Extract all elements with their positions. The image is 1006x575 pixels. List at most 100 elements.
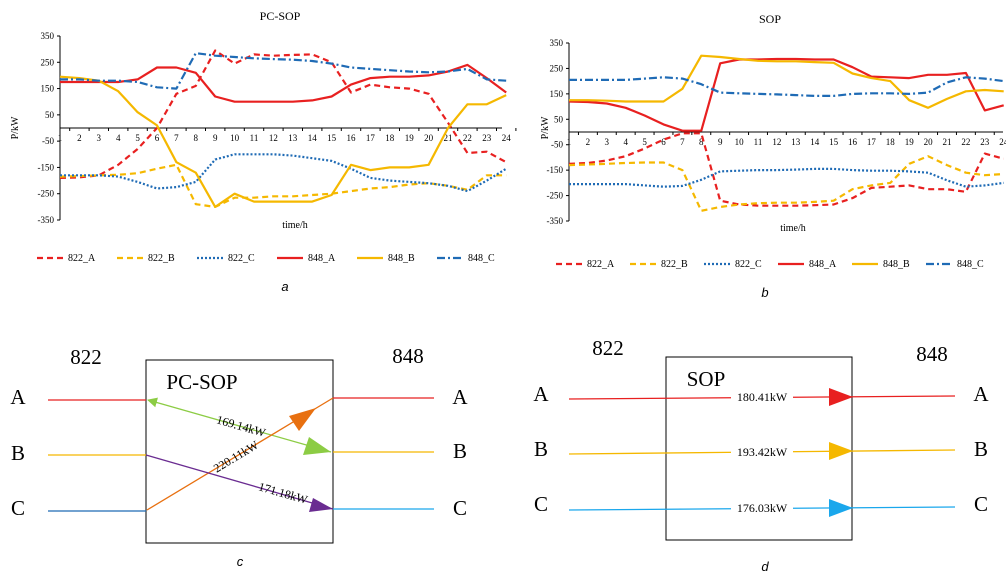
x-tick-label: 7: [680, 137, 685, 147]
chart-a-legend: 822_A 822_B 822_C 848_A 848_B 848_C: [37, 253, 495, 264]
y-tick-label: 50: [554, 114, 564, 124]
legend-label-848_C: 848_C: [468, 253, 495, 264]
x-tick-label: 16: [848, 137, 858, 147]
diagram-d-label-822: 822: [592, 336, 624, 360]
x-tick-label: 22: [463, 133, 472, 143]
x-tick-label: 3: [97, 133, 102, 143]
diagram-c-phase-b-left: B: [11, 441, 25, 465]
y-tick-label: 150: [550, 89, 564, 99]
sop-box: [665, 356, 853, 541]
x-tick-label: 19: [905, 137, 915, 147]
legend-label-848_A: 848_A: [809, 259, 837, 270]
series-line-822_C: [569, 167, 1004, 188]
x-tick-label: 2: [77, 133, 82, 143]
x-tick-label: 7: [174, 133, 179, 143]
diagram-pc-sop: 822 848 PC-SOP A B C A B C 169.14kW 220.…: [10, 344, 468, 569]
chart-a-title: PC-SOP: [260, 9, 301, 23]
x-tick-label: 17: [867, 137, 877, 147]
flow-label-220: 220.11kW: [211, 437, 262, 475]
x-tick-label: 22: [961, 137, 970, 147]
d-arrowhead-b: [829, 442, 853, 460]
y-tick-label: 350: [41, 31, 55, 41]
y-tick-label: -50: [551, 140, 563, 150]
legend-label-848_A: 848_A: [308, 253, 336, 264]
chart-b-title: SOP: [759, 12, 781, 26]
diagram-c-phase-a-right: A: [452, 385, 468, 409]
y-tick-label: -150: [547, 165, 564, 175]
diagram-d-label-848: 848: [916, 342, 948, 366]
x-tick-label: 13: [791, 137, 801, 147]
x-tick-label: 6: [155, 133, 160, 143]
x-tick-label: 21: [444, 133, 453, 143]
x-tick-label: 20: [924, 137, 934, 147]
flow-label-193: 193.42kW: [737, 445, 788, 459]
y-tick-label: -350: [38, 215, 55, 225]
flow-label-176: 176.03kW: [737, 501, 788, 515]
diagram-sop: 822 848 SOP A B C A B C 180.41kW 193.42k…: [533, 336, 989, 574]
diagram-d-phase-b-left: B: [534, 437, 548, 461]
x-tick-label: 19: [405, 133, 415, 143]
legend-label-822_C: 822_C: [228, 253, 255, 264]
legend-label-822_B: 822_B: [661, 259, 688, 270]
series-line-822_A: [568, 132, 1004, 207]
x-tick-label: 24: [502, 133, 512, 143]
y-tick-label: -150: [38, 162, 55, 172]
x-tick-label: 11: [250, 133, 259, 143]
series-line-848_C: [569, 76, 1004, 98]
x-tick-label: 15: [829, 137, 839, 147]
y-tick-label: 250: [550, 63, 564, 73]
chart-b-series: [568, 54, 1004, 212]
x-tick-label: 12: [269, 133, 278, 143]
legend-label-848_B: 848_B: [388, 253, 415, 264]
legend-label-822_C: 822_C: [735, 259, 762, 270]
flow-a-to-b-arrow: [147, 397, 332, 453]
x-tick-label: 5: [135, 133, 140, 143]
series-line-848_B: [59, 75, 507, 208]
pc-sop-box-label: PC-SOP: [166, 370, 237, 394]
flow-c-to-a-arrowhead: [289, 408, 316, 431]
sop-box-label: SOP: [687, 367, 726, 391]
diagram-c-phase-b-right: B: [453, 439, 467, 463]
y-tick-label: 50: [45, 110, 55, 120]
chart-b-ylabel: P/kW: [540, 116, 551, 139]
chart-b-yticks: 350 250 150 50 -50 -150 -250 -350: [547, 38, 570, 226]
x-tick-label: 1: [58, 133, 63, 143]
x-tick-label: 4: [623, 137, 628, 147]
x-tick-label: 10: [735, 137, 745, 147]
x-tick-label: 8: [699, 137, 704, 147]
x-tick-label: 6: [661, 137, 666, 147]
chart-b-xticks: 1 2 3 4 5 6 7 8 9 10 11 12 13 14 15 16 17 18 19 20 21 22 23 24: [567, 131, 1006, 147]
y-tick-label: -250: [38, 189, 55, 199]
x-tick-label: 18: [385, 133, 395, 143]
y-tick-label: 150: [41, 84, 55, 94]
x-tick-label: 5: [642, 137, 647, 147]
chart-a-ylabel: P/kW: [10, 116, 21, 139]
diagram-c-label-822: 822: [70, 345, 102, 369]
diagram-d-phase-a-left: A: [533, 382, 549, 406]
series-line-848_A: [60, 63, 507, 103]
y-tick-label: 350: [550, 38, 564, 48]
x-tick-label: 15: [327, 133, 337, 143]
x-tick-label: 23: [980, 137, 990, 147]
x-tick-label: 2: [586, 137, 591, 147]
legend-label-822_B: 822_B: [148, 253, 175, 264]
series-line-822_C: [60, 153, 507, 193]
x-tick-label: 18: [886, 137, 896, 147]
diagram-d-phase-c-left: C: [534, 492, 548, 516]
chart-sop: SOP P/kW time/h 350 250 150 50 -50 -150 -250 -3…: [540, 12, 1006, 300]
series-line-848_C: [60, 51, 507, 90]
diagram-d-phase-a-right: A: [973, 382, 989, 406]
d-arrowhead-a: [829, 388, 853, 406]
y-tick-label: -250: [547, 191, 564, 201]
y-tick-label: 250: [41, 57, 55, 67]
diagram-c-phase-c-left: C: [11, 496, 25, 520]
caption-c: c: [237, 554, 244, 569]
x-tick-label: 10: [230, 133, 240, 143]
series-line-822_A: [59, 49, 507, 179]
x-tick-label: 14: [308, 133, 318, 143]
x-tick-label: 4: [116, 133, 121, 143]
caption-d: d: [761, 559, 769, 574]
legend-label-822_A: 822_A: [68, 253, 96, 264]
chart-a-xticks: 1 2 3 4 5 6 7 8 9 10 11 12 13 14 15 16 17 18 19 20 21 22 23 24: [58, 127, 517, 143]
x-tick-label: 11: [754, 137, 763, 147]
